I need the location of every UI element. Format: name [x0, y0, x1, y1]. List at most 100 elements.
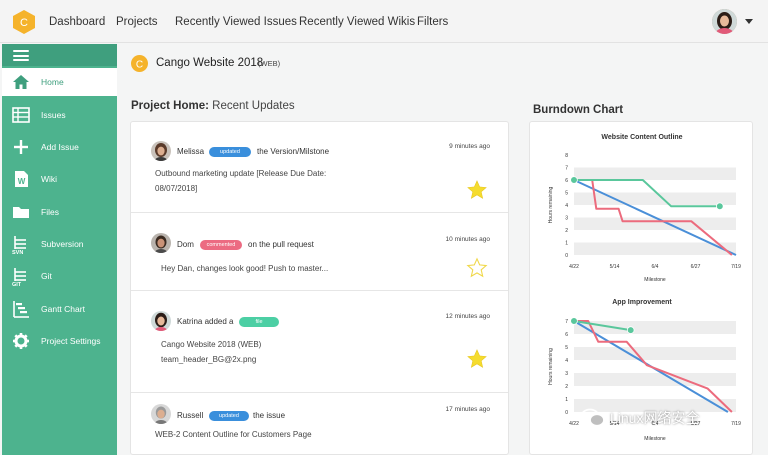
y-tick-label: 0 [565, 410, 568, 416]
sidebar: Home Issues Add Issue W Wiki Files Subve… [2, 44, 117, 455]
x-tick-label: 7/19 [731, 421, 741, 427]
project-code: (WEB) [258, 59, 281, 68]
x-tick-label: 4/22 [569, 264, 579, 270]
x-tick-label: 5/14 [610, 264, 620, 270]
y-tick-label: 6 [565, 178, 568, 184]
x-tick-label: 6/4 [652, 264, 659, 270]
update-timestamp: 12 minutes ago [445, 313, 490, 320]
y-axis-label: Hours remaining [548, 348, 554, 385]
hamburger-menu-icon[interactable] [13, 50, 29, 61]
y-tick-label: 4 [565, 358, 568, 364]
grid-band [574, 347, 736, 360]
recent-updates-heading-bold: Project Home: [131, 100, 209, 112]
nav-filters[interactable]: Filters [417, 15, 449, 28]
series-line-0 [573, 179, 737, 256]
burndown-chart-heading: Burndown Chart [533, 104, 624, 116]
sidebar-item-gantt-chart[interactable]: Gantt Chart [2, 295, 117, 323]
y-tick-label: 1 [565, 241, 568, 247]
status-badge: file [239, 317, 279, 327]
sidebar-item-label: Add Issue [41, 142, 79, 152]
avatar [151, 311, 171, 331]
star-filled-icon[interactable] [466, 348, 488, 370]
sidebar-item-label: Issues [41, 110, 66, 120]
update-item[interactable]: Melissa updated the Version/Milstone 9 m… [131, 122, 508, 213]
series-line-2 [574, 179, 720, 208]
x-axis-label: Milestone [644, 277, 666, 283]
series-line-2 [573, 320, 631, 332]
nav-dashboard[interactable]: Dashboard [49, 15, 106, 28]
update-action[interactable]: on the pull request [248, 240, 314, 249]
grid-band [574, 321, 736, 334]
y-tick-label: 7 [565, 319, 568, 325]
update-body-continued: 08/07/2018] [155, 184, 198, 193]
x-tick-label: 6/27 [691, 264, 701, 270]
nav-projects[interactable]: Projects [116, 15, 158, 28]
sidebar-item-label: Gantt Chart [41, 304, 85, 314]
y-tick-label: 8 [565, 153, 568, 159]
y-tick-label: 3 [565, 216, 568, 222]
update-body: Hey Dan, changes look good! Push to mast… [161, 264, 329, 273]
update-body[interactable]: Cango Website 2018 (WEB) [161, 340, 262, 349]
series-marker [570, 176, 578, 184]
grid-band [574, 167, 736, 180]
chart-title: App Improvement [612, 299, 672, 306]
sidebar-item-files[interactable]: Files [2, 198, 117, 226]
update-action[interactable]: the issue [253, 411, 286, 420]
y-tick-label: 5 [565, 191, 568, 197]
series-marker [570, 317, 578, 325]
gear-icon [13, 333, 29, 349]
update-item[interactable]: Russell updated the issue 17 minutes ago… [131, 393, 508, 454]
update-body-continued[interactable]: team_header_BG@2x.png [161, 355, 257, 364]
update-body: Outbound marketing update [Release Due D… [155, 169, 327, 178]
x-tick-label: 7/19 [731, 264, 741, 270]
sidebar-item-subversion[interactable]: Subversion [2, 230, 117, 258]
recent-updates-heading: Project Home: Recent Updates [131, 100, 295, 112]
series-marker [626, 326, 635, 334]
star-filled-icon[interactable] [466, 179, 488, 201]
grid-band [574, 242, 736, 255]
update-author[interactable]: Russell [177, 411, 204, 420]
sidebar-item-wiki[interactable]: W Wiki [2, 165, 117, 193]
status-badge: commented [200, 240, 242, 250]
grid-band [574, 399, 736, 412]
series-line-1 [574, 320, 733, 413]
update-author[interactable]: Dom [177, 240, 194, 249]
nav-recently-viewed-issues[interactable]: Recently Viewed Issues [175, 15, 297, 28]
user-menu-chevron-down-icon[interactable] [745, 19, 753, 24]
sidebar-menu-bar [2, 44, 117, 66]
sidebar-item-label: Subversion [41, 239, 84, 249]
sidebar-item-home[interactable]: Home [2, 68, 117, 96]
sidebar-item-add-issue[interactable]: Add Issue [2, 133, 117, 161]
git-sublabel: GIT [12, 282, 22, 288]
wiki-icon: W [15, 171, 28, 187]
issues-list-icon [12, 107, 30, 123]
update-item[interactable]: Katrina added a file 12 minutes ago Cang… [131, 291, 508, 393]
plus-icon [14, 140, 28, 154]
gantt-icon [13, 301, 29, 318]
recent-updates-heading-rest: Recent Updates [208, 100, 295, 112]
user-avatar[interactable] [712, 9, 737, 34]
x-tick-label: 6/27 [691, 421, 701, 427]
top-navigation-bar: C Dashboard Projects Recently Viewed Iss… [0, 0, 768, 43]
app-logo-icon[interactable]: C [12, 9, 36, 35]
star-outline-icon[interactable] [466, 257, 488, 279]
sidebar-item-project-settings[interactable]: Project Settings [2, 327, 117, 355]
sidebar-item-git[interactable]: Git [2, 262, 117, 290]
update-action[interactable]: the Version/Milstone [257, 147, 330, 156]
update-author[interactable]: Melissa [177, 147, 205, 156]
nav-recently-viewed-wikis[interactable]: Recently Viewed Wikis [299, 15, 416, 28]
watermark-overlay: Linux网络安全 [580, 404, 699, 432]
chart-title: Website Content Outline [601, 134, 682, 141]
project-header: C Cango Website 2018 (WEB) [131, 54, 280, 72]
sidebar-item-issues[interactable]: Issues [2, 101, 117, 129]
project-logo-letter: C [136, 59, 143, 70]
grid-band [574, 373, 736, 386]
avatar [151, 141, 171, 161]
update-timestamp: 10 minutes ago [445, 236, 490, 243]
svn-sublabel: SVN [12, 250, 24, 256]
project-title: Cango Website 2018 [156, 57, 264, 69]
sidebar-item-label: Git [41, 271, 52, 281]
project-logo-icon: C [131, 54, 148, 72]
update-author[interactable]: Katrina added a [177, 317, 234, 326]
update-item[interactable]: Dom commented on the pull request 10 min… [131, 213, 508, 291]
